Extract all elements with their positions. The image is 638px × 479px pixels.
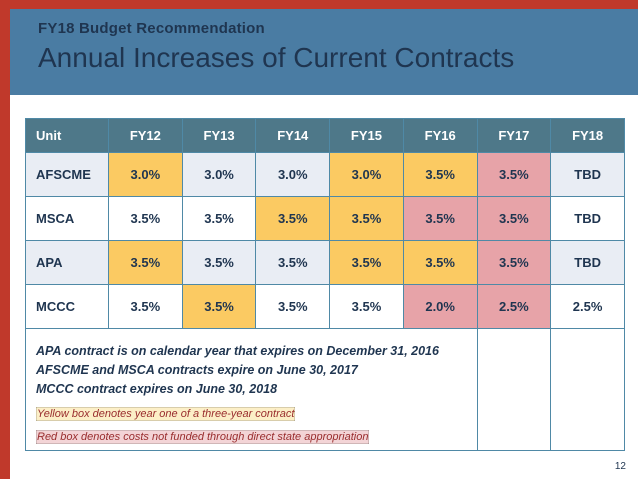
- value-cell: 3.5%: [181, 240, 257, 285]
- value-cell: 3.5%: [402, 240, 478, 285]
- value-cell: 3.5%: [108, 284, 183, 329]
- table-body: AFSCME 3.0% 3.0% 3.0% 3.0% 3.5% 3.5% TBD MSCA 3.5…: [25, 152, 625, 329]
- value-cell: 3.5%: [476, 240, 552, 285]
- slide-content: Unit FY12 FY13 FY14 FY15 FY16 FY17 FY18 AFSCME 3…: [10, 95, 638, 479]
- value-cell: 3.0%: [181, 152, 257, 197]
- value-cell: 3.0%: [329, 152, 404, 197]
- value-cell: 3.5%: [476, 152, 552, 197]
- unit-label: AFSCME: [25, 152, 109, 197]
- table-row: MSCA 3.5% 3.5% 3.5% 3.5% 3.5% 3.5% TBD: [25, 196, 625, 241]
- frame-top-border: [0, 0, 638, 9]
- table-row: AFSCME 3.0% 3.0% 3.0% 3.0% 3.5% 3.5% TBD: [25, 152, 625, 197]
- value-cell: 3.5%: [255, 240, 331, 285]
- unit-label: MCCC: [25, 284, 109, 329]
- column-header-fy15: FY15: [329, 118, 404, 153]
- unit-label: APA: [25, 240, 109, 285]
- value-cell: 3.5%: [329, 196, 404, 241]
- footnote-line: AFSCME and MSCA contracts expire on June…: [36, 362, 358, 377]
- value-cell: 3.5%: [402, 196, 478, 241]
- value-cell: 3.5%: [181, 196, 257, 241]
- table-row: MCCC 3.5% 3.5% 3.5% 3.5% 2.0% 2.5% 2.5%: [25, 284, 625, 329]
- notes-cell: APA contract is on calendar year that ex…: [25, 328, 478, 451]
- value-cell: 3.5%: [402, 152, 478, 197]
- legend-pink-box: Red box denotes costs not funded through…: [36, 430, 370, 445]
- footnote-line: APA contract is on calendar year that ex…: [36, 344, 439, 358]
- value-cell: 3.5%: [108, 240, 183, 285]
- page-number: 12: [614, 461, 626, 472]
- column-header-fy16: FY16: [402, 118, 478, 153]
- table-header-row: Unit FY12 FY13 FY14 FY15 FY16 FY17 FY18: [25, 118, 625, 153]
- value-cell: 2.5%: [550, 284, 625, 329]
- value-cell: 3.5%: [329, 240, 404, 285]
- value-cell: 3.5%: [329, 284, 404, 329]
- value-cell: 3.5%: [255, 196, 331, 241]
- value-cell: 3.5%: [181, 284, 257, 329]
- value-cell: 3.5%: [476, 196, 552, 241]
- value-cell: 2.0%: [402, 284, 478, 329]
- legend: Yellow box denotes year one of a three-y…: [36, 407, 469, 445]
- column-header-fy12: FY12: [108, 118, 183, 153]
- column-header-unit: Unit: [25, 118, 109, 153]
- notes-row: APA contract is on calendar year that ex…: [25, 328, 625, 451]
- empty-cell-fy18: [550, 328, 625, 451]
- unit-label: MSCA: [25, 196, 109, 241]
- value-cell: 3.5%: [108, 196, 183, 241]
- table-row: APA 3.5% 3.5% 3.5% 3.5% 3.5% 3.5% TBD: [25, 240, 625, 285]
- value-cell: TBD: [550, 152, 625, 197]
- value-cell: TBD: [550, 240, 625, 285]
- slide-subtitle: FY18 Budget Recommendation: [38, 20, 265, 37]
- footnotes: APA contract is on calendar year that ex…: [36, 342, 469, 398]
- column-header-fy18: FY18: [550, 118, 625, 153]
- header-band: FY18 Budget Recommendation Annual Increa…: [10, 9, 638, 95]
- value-cell: 3.0%: [255, 152, 331, 197]
- value-cell: 3.0%: [108, 152, 183, 197]
- footnote-line: MCCC contract expires on June 30, 2018: [36, 381, 278, 396]
- legend-yellow-box: Yellow box denotes year one of a three-y…: [36, 407, 296, 422]
- value-cell: 3.5%: [255, 284, 331, 329]
- contracts-table: Unit FY12 FY13 FY14 FY15 FY16 FY17 FY18 AFSCME 3…: [25, 118, 625, 451]
- column-header-fy14: FY14: [255, 118, 331, 153]
- value-cell: 2.5%: [476, 284, 552, 329]
- value-cell: TBD: [550, 196, 625, 241]
- frame-left-border: [0, 0, 10, 479]
- empty-cell-fy17: [476, 328, 552, 451]
- column-header-fy13: FY13: [181, 118, 257, 153]
- column-header-fy17: FY17: [476, 118, 552, 153]
- page-title: Annual Increases of Current Contracts: [38, 42, 515, 73]
